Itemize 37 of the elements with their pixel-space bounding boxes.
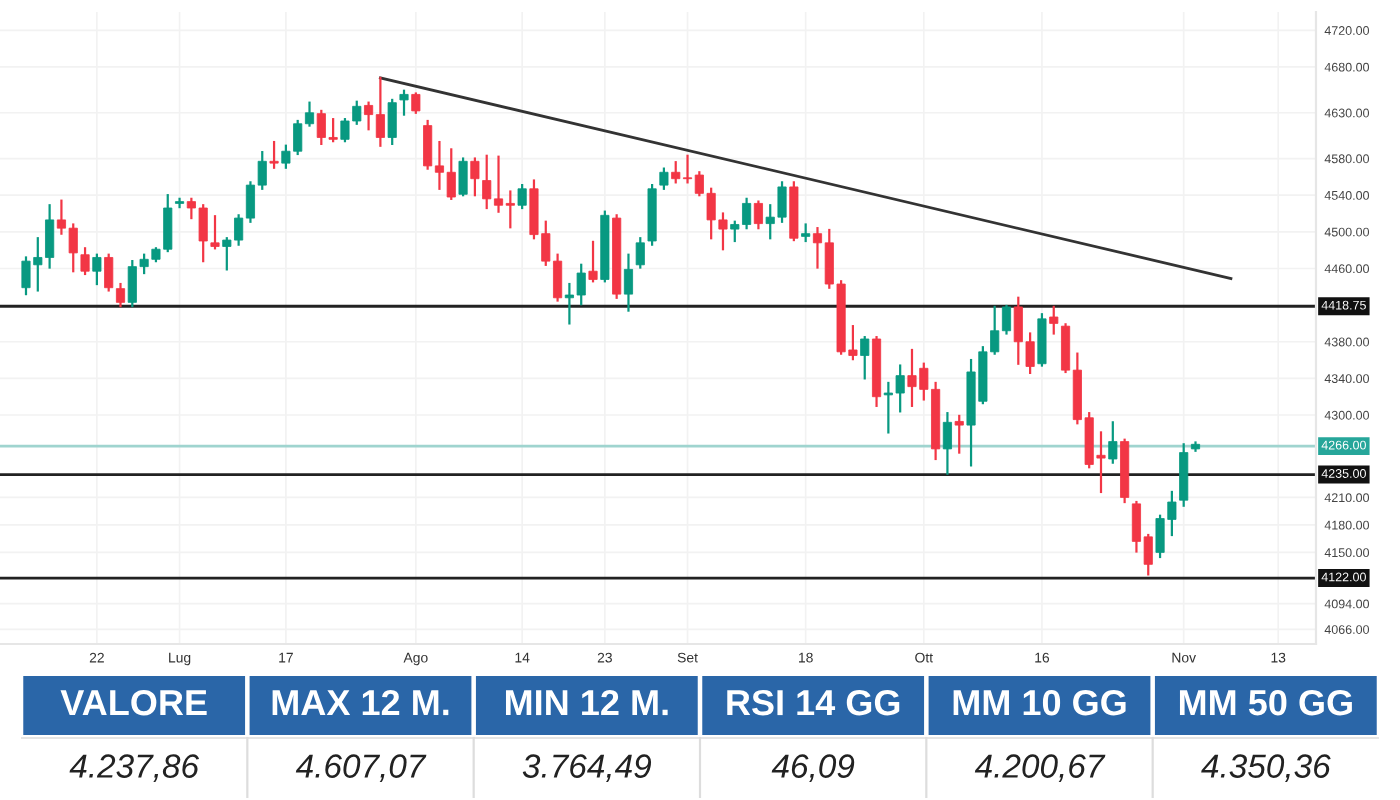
candlestick bbox=[411, 92, 421, 114]
candlestick bbox=[517, 184, 527, 210]
candlestick bbox=[942, 412, 952, 475]
candlestick bbox=[753, 200, 763, 230]
candlestick bbox=[588, 240, 598, 283]
text: 3.764,49 bbox=[522, 754, 652, 782]
candlestick bbox=[387, 98, 397, 146]
candlestick bbox=[115, 282, 126, 308]
category-label: VALORE bbox=[60, 689, 207, 716]
candlestick bbox=[1049, 305, 1059, 335]
candlestick bbox=[104, 253, 114, 292]
candlestick bbox=[92, 253, 102, 286]
candlestick bbox=[470, 157, 480, 197]
category-label: RSI 14 GG bbox=[727, 689, 900, 716]
candlestick bbox=[623, 253, 634, 312]
candlestick bbox=[1179, 443, 1189, 507]
category-label: MM 10 GG bbox=[953, 689, 1126, 716]
candlestick bbox=[635, 237, 645, 269]
category-label: MAX 12 M. bbox=[272, 689, 449, 716]
candlestick bbox=[659, 167, 669, 190]
category-label: MM 50 GG bbox=[1179, 689, 1352, 716]
candlestick bbox=[860, 336, 870, 380]
candlestick bbox=[954, 414, 964, 454]
candlestick bbox=[458, 157, 468, 197]
text: 4.350,36 bbox=[1201, 754, 1331, 782]
candlestick bbox=[80, 247, 90, 276]
text: 4.607,07 bbox=[295, 754, 427, 782]
candlestick bbox=[1108, 421, 1118, 464]
candlestick bbox=[175, 197, 185, 209]
candlestick bbox=[210, 215, 220, 250]
candlestick bbox=[399, 89, 409, 116]
candlestick bbox=[1037, 313, 1047, 367]
category-label: MIN 12 M. bbox=[505, 689, 668, 716]
text: 4.200,67 bbox=[974, 754, 1106, 782]
candlestick bbox=[269, 140, 279, 169]
text: 4.237,86 bbox=[69, 754, 200, 782]
text: 46,09 bbox=[771, 754, 855, 782]
